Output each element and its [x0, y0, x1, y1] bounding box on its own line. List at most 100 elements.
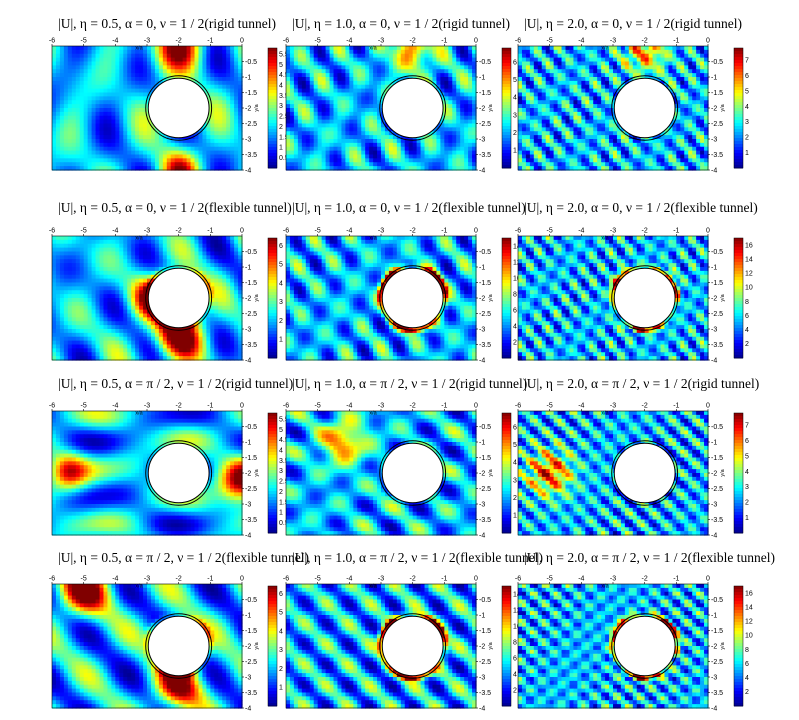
heatmap-cell [234, 96, 239, 100]
heatmap-cell [629, 143, 634, 147]
heatmap-cell [88, 46, 93, 50]
heatmap-cell [230, 65, 235, 69]
heatmap-cell [617, 81, 622, 85]
heatmap-cell [143, 85, 148, 89]
heatmap-cell [585, 139, 590, 143]
heatmap-cell [72, 135, 77, 139]
heatmap-cell [522, 151, 527, 155]
heatmap-cell [318, 120, 323, 124]
heatmap-cell [429, 155, 434, 159]
heatmap-cell [369, 89, 374, 93]
heatmap-cell [692, 46, 697, 50]
heatmap-cell [88, 89, 93, 93]
heatmap-cell [452, 139, 457, 143]
heatmap-cell [345, 62, 350, 66]
heatmap-cell [341, 81, 346, 85]
heatmap-cell [566, 131, 571, 135]
heatmap-cell [286, 85, 291, 89]
heatmap-cell [341, 89, 346, 93]
heatmap-cell [688, 93, 693, 97]
heatmap-cell [385, 69, 390, 73]
heatmap-cell [413, 155, 418, 159]
heatmap-cell [680, 147, 685, 151]
heatmap-cell [613, 139, 618, 143]
heatmap-cell [569, 50, 574, 54]
heatmap-cells [52, 46, 243, 171]
heatmap-cell [198, 54, 203, 58]
heatmap-cell [405, 65, 410, 69]
heatmap-cell [601, 104, 606, 108]
heatmap-cell [353, 100, 358, 104]
heatmap-cell [318, 93, 323, 97]
heatmap-cell [385, 46, 390, 50]
heatmap-cell [605, 143, 610, 147]
heatmap-cell [444, 120, 449, 124]
heatmap-cell [518, 100, 523, 104]
heatmap-cell [676, 93, 681, 97]
heatmap-cell [111, 96, 116, 100]
heatmap-cell [569, 46, 574, 50]
heatmap-cell [621, 65, 626, 69]
heatmap-cell [684, 65, 689, 69]
heatmap-cell [198, 139, 203, 143]
heatmap-cell [518, 85, 523, 89]
heatmap-cell [222, 120, 227, 124]
heatmap-cell [436, 151, 441, 155]
heatmap-cell [72, 143, 77, 147]
heatmap-cell [534, 69, 539, 73]
heatmap-cell [397, 162, 402, 166]
heatmap-cell [518, 151, 523, 155]
heatmap-cell [115, 158, 120, 162]
heatmap-cell [417, 151, 422, 155]
heatmap-cell [302, 73, 307, 77]
heatmap-cell [365, 89, 370, 93]
heatmap-cell [119, 120, 124, 124]
heatmap-cell [558, 54, 563, 58]
heatmap-cell [373, 96, 378, 100]
heatmap-cell [322, 96, 327, 100]
heatmap-cell [397, 62, 402, 66]
heatmap-cell [589, 100, 594, 104]
heatmap-cell [210, 143, 215, 147]
heatmap-cell [401, 54, 406, 58]
heatmap-cell [175, 147, 180, 151]
heatmap-cell [688, 127, 693, 131]
heatmap-cell [107, 50, 112, 54]
heatmap-cell [345, 93, 350, 97]
heatmap-cell [202, 236, 207, 240]
heatmap-cell [452, 120, 457, 124]
heatmap-cell [589, 143, 594, 147]
heatmap-cell [456, 62, 461, 66]
heatmap-cell [103, 135, 108, 139]
heatmap-cell [72, 73, 77, 77]
heatmap-cell [668, 73, 673, 77]
heatmap-cell [107, 116, 112, 120]
heatmap-cell [585, 108, 590, 112]
heatmap-cell [538, 81, 543, 85]
heatmap-cell [573, 104, 578, 108]
heatmap-cell [143, 139, 148, 143]
heatmap-cell [100, 46, 105, 50]
heatmap-cell [569, 85, 574, 89]
heatmap-cell [460, 120, 465, 124]
heatmap-cell [76, 120, 81, 124]
heatmap-cell [562, 100, 567, 104]
heatmap-cell [566, 81, 571, 85]
heatmap-cell [696, 65, 701, 69]
colorbar-segment [502, 150, 511, 154]
heatmap-cell [692, 77, 697, 81]
heatmap-cell [318, 81, 323, 85]
heatmap-cell [369, 143, 374, 147]
heatmap-cell [448, 104, 453, 108]
heatmap-cell [664, 147, 669, 151]
heatmap-cell [593, 93, 598, 97]
y-tick-label: -3 [479, 136, 485, 143]
heatmap-cell [692, 158, 697, 162]
x-tick-label: -2 [410, 38, 416, 45]
heatmap-cell [436, 158, 441, 162]
heatmap-cell [601, 89, 606, 93]
heatmap-cell [688, 139, 693, 143]
heatmap-cell [183, 65, 188, 69]
heatmap-cell [653, 46, 658, 50]
heatmap-cell [369, 85, 374, 89]
